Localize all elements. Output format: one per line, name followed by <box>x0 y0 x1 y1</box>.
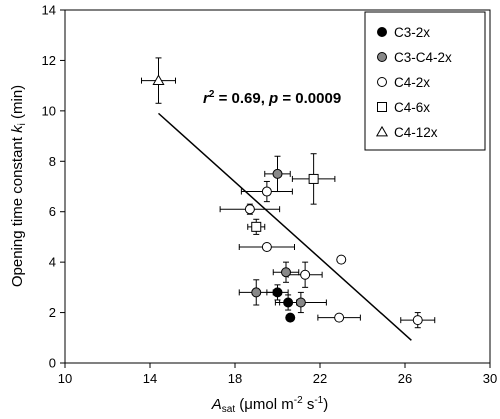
legend: C3-2x C3-C4-2x C4-2x C4-6x C4-12x <box>364 11 486 151</box>
point-c4-6x <box>251 221 262 232</box>
regression-line-group <box>157 112 412 341</box>
x-tick-label: 30 <box>483 371 497 386</box>
legend-label: C4-6x <box>394 100 430 115</box>
legend-marker-c4-12x <box>375 125 389 137</box>
legend-label: C3-C4-2x <box>394 50 452 65</box>
point-c3-c4-2x <box>281 267 291 278</box>
x-tick-label: 22 <box>313 371 327 386</box>
point-c4-2x <box>412 315 423 326</box>
point-c4-2x <box>261 242 272 253</box>
y-tick-label: 4 <box>49 255 56 270</box>
x-tick-label: 10 <box>58 371 72 386</box>
annotation-text: r2 = 0.69, p = 0.0009 <box>203 89 341 107</box>
axis-ticks: 10 14 18 22 26 30 0 2 4 6 8 10 12 14 <box>42 3 498 387</box>
point-c4-6x <box>308 173 319 184</box>
legend-label: C4-2x <box>394 75 430 90</box>
x-tick-label: 26 <box>398 371 412 386</box>
point-c3-c4-2x <box>295 297 306 308</box>
point-c3-2x <box>285 312 296 323</box>
y-tick-label: 6 <box>49 204 56 219</box>
y-tick-label: 2 <box>49 305 56 320</box>
y-tick-label: 8 <box>49 154 56 169</box>
legend-label: C3-2x <box>394 25 430 40</box>
point-c3-c4-2x <box>251 287 262 298</box>
point-c3-2x <box>283 297 294 308</box>
y-tick-label: 14 <box>42 3 56 18</box>
y-axis-label: Opening time constant ki (min) <box>9 85 28 287</box>
y-tick-label: 10 <box>42 103 56 118</box>
x-tick-label: 18 <box>228 371 242 386</box>
point-c4-2x <box>261 186 272 197</box>
legend-marker-c4-6x <box>377 102 387 112</box>
x-tick-label: 14 <box>143 371 157 386</box>
point-c4-2x <box>244 204 255 215</box>
point-c4-12x <box>152 74 165 85</box>
legend-marker-c4-2x <box>377 77 387 87</box>
x-axis-label: Asat (μmol m-2 s-1) <box>211 395 328 415</box>
plot-area <box>64 9 491 364</box>
point-c4-2x <box>334 312 345 323</box>
legend-marker-c3-2x <box>377 27 387 37</box>
regression-line <box>157 112 412 341</box>
legend-label: C4-12x <box>394 125 438 140</box>
point-c3-c4-2x <box>272 168 283 179</box>
y-tick-label: 0 <box>49 356 56 371</box>
data-points <box>152 74 423 326</box>
point-c4-2x <box>300 269 311 280</box>
plot-border <box>64 9 491 364</box>
point-c3-2x <box>272 287 283 298</box>
legend-marker-c3-c4-2x <box>377 52 387 62</box>
point-c4-2x <box>336 254 347 265</box>
y-tick-label: 12 <box>42 53 56 68</box>
